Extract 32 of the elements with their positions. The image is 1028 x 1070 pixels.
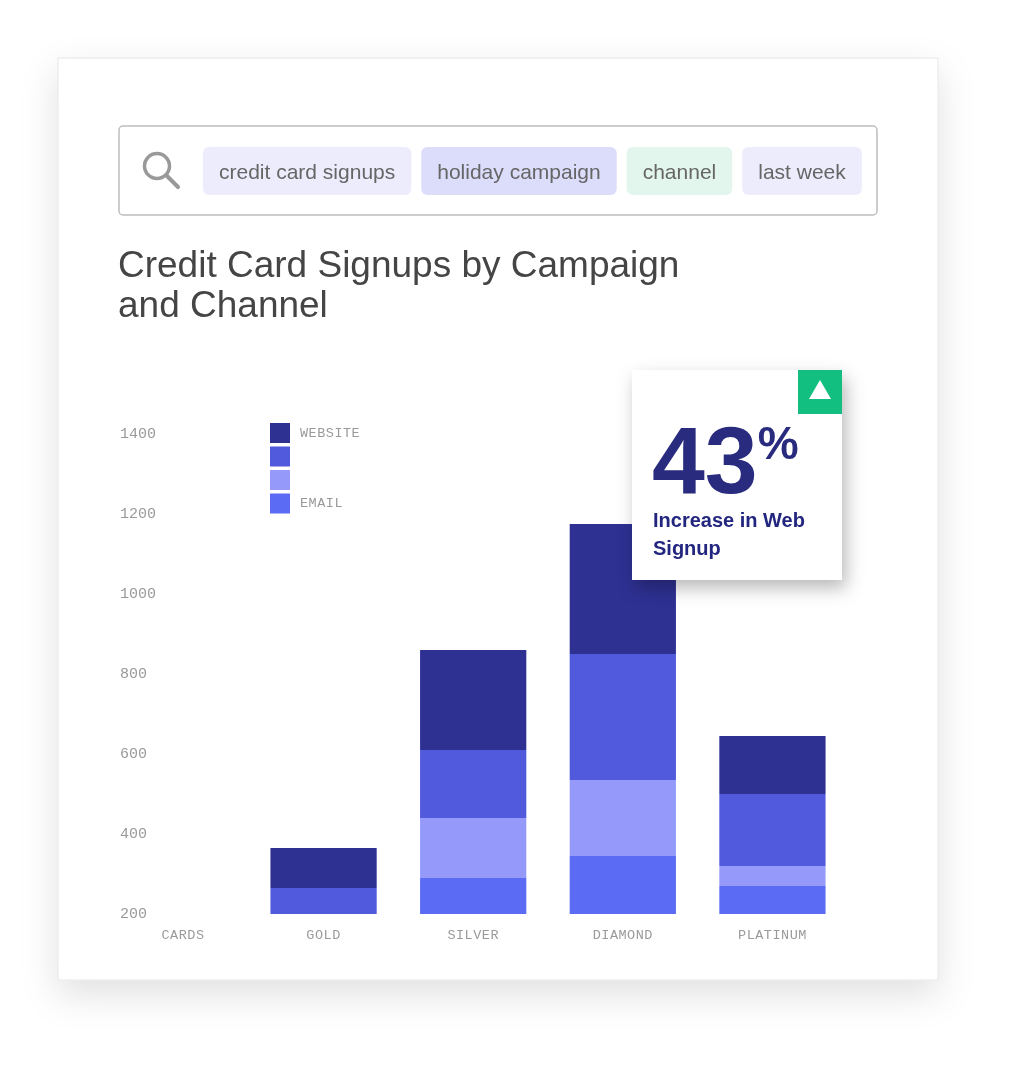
text: holiday campaign [437, 159, 601, 183]
x-axis-title: CARDS [161, 927, 205, 943]
bar [270, 848, 377, 888]
text: credit card signups [218, 159, 396, 183]
chart-title: Credit Card Signups by Campaign and Channel [118, 244, 680, 325]
bar [569, 780, 676, 856]
y-tick-label: 400 [120, 825, 148, 843]
y-tick-label: 200 [120, 905, 148, 923]
text: last week [758, 159, 847, 183]
bar [569, 654, 676, 780]
bar [270, 888, 377, 914]
y-tick-label: 1400 [120, 425, 157, 443]
y-tick-label: 600 [120, 745, 148, 763]
legend-label: WEBSITE [300, 425, 361, 441]
bar [719, 886, 826, 914]
bar [719, 736, 826, 794]
y-tick-label: 1200 [120, 505, 157, 523]
x-tick-label: DIAMOND [592, 927, 653, 943]
bar [420, 650, 527, 750]
x-tick-label: SILVER [447, 927, 499, 943]
x-tick-label: GOLD [306, 927, 341, 943]
bar [420, 878, 527, 914]
bar [420, 818, 527, 878]
y-tick-label: 1000 [120, 585, 157, 603]
bar [719, 794, 826, 866]
legend-label: EMAIL [300, 496, 344, 511]
x-tick-label: PLATINUM [738, 927, 807, 943]
bar [569, 856, 676, 914]
y-tick-label: 800 [120, 665, 148, 683]
bar [719, 866, 826, 886]
text: channel [642, 159, 717, 183]
bar [420, 750, 527, 818]
